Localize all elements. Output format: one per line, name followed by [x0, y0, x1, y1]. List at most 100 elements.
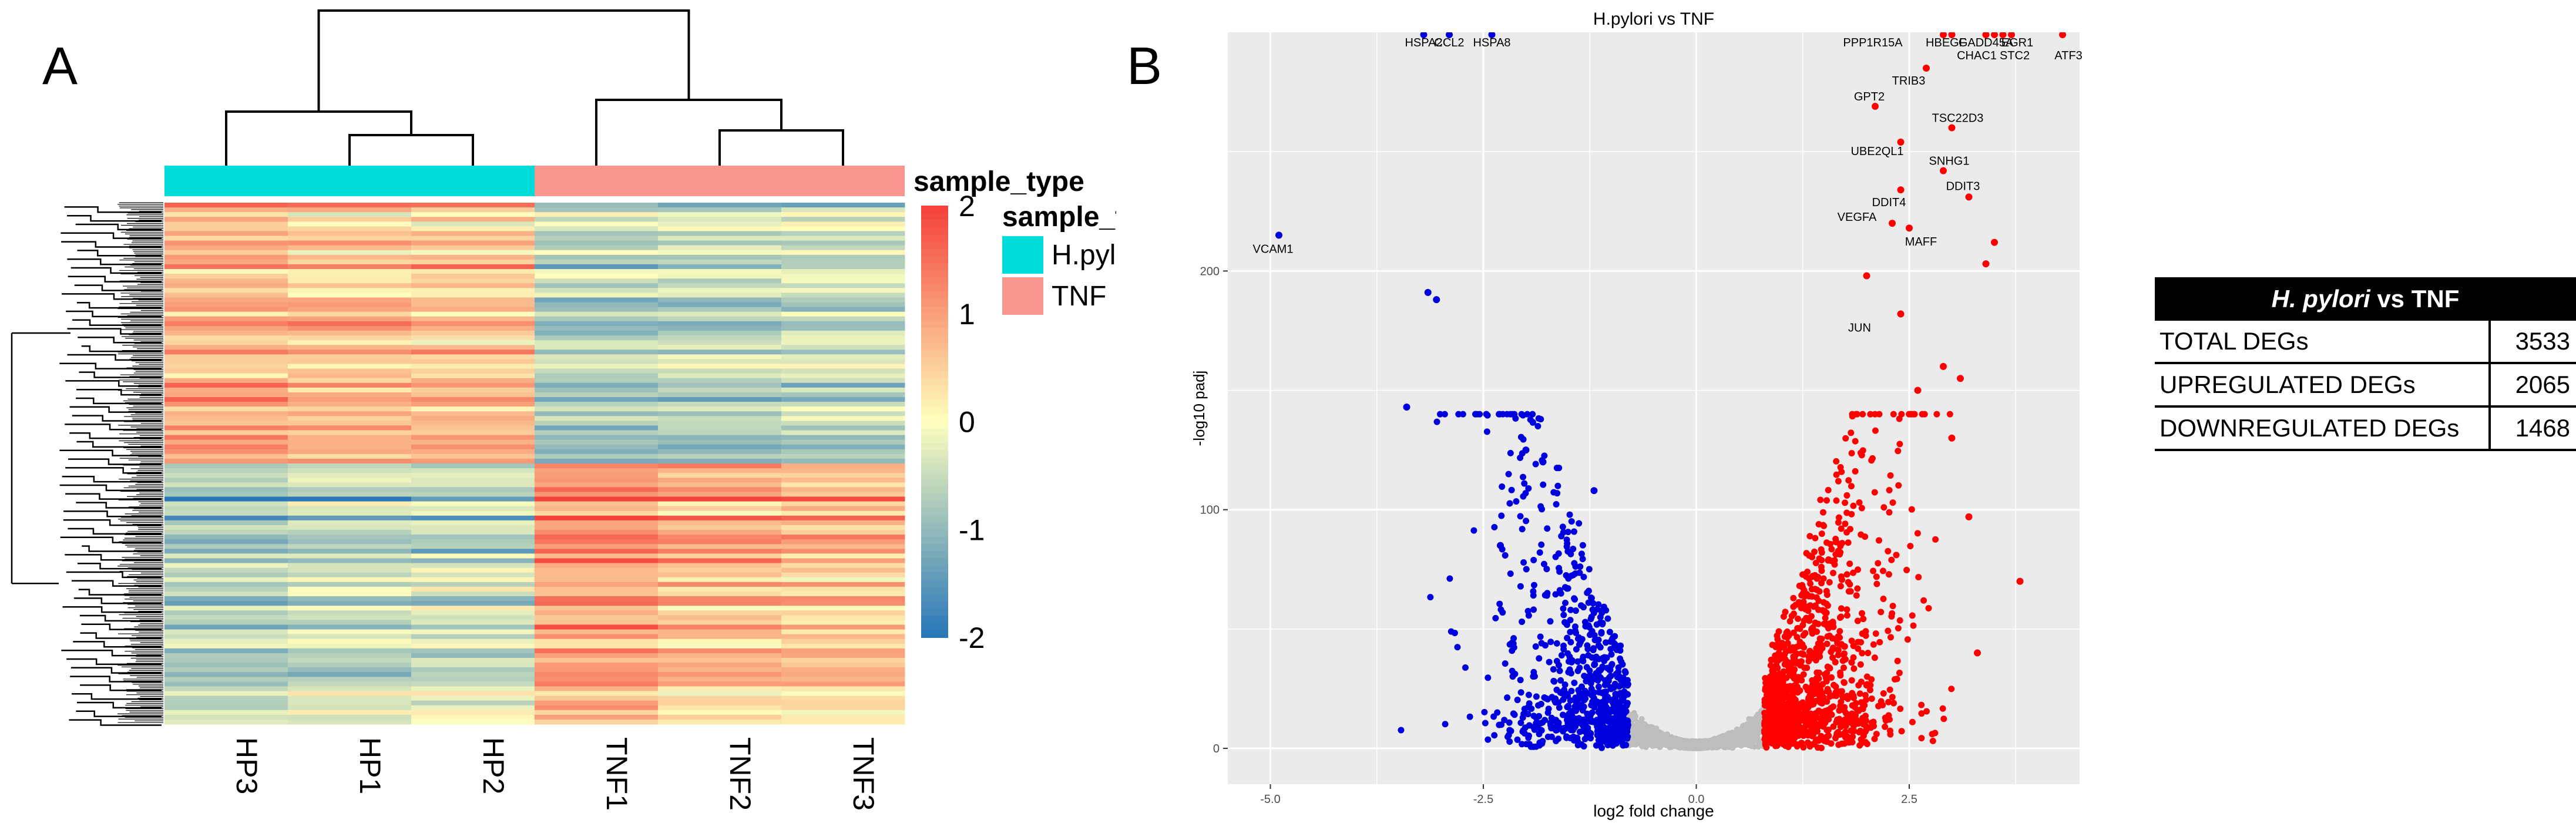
heatmap-cell — [411, 236, 535, 241]
heatmap-cell — [535, 563, 659, 569]
point-up — [1833, 688, 1841, 695]
point-up — [2016, 577, 2024, 585]
heatmap-cell — [164, 510, 288, 516]
row-dendro-branch — [65, 554, 162, 561]
heatmap-cell — [658, 648, 782, 654]
point-down — [1483, 411, 1490, 418]
point-up — [1910, 622, 1917, 629]
point-down — [1593, 742, 1600, 749]
point-down — [1502, 552, 1509, 559]
heatmap-cell — [658, 325, 782, 331]
point-up — [1885, 547, 1892, 555]
heatmap-cell — [164, 335, 288, 341]
point-down — [1556, 724, 1563, 731]
point-down — [1573, 646, 1580, 653]
gene-label: HSPA2 — [1405, 36, 1442, 49]
point-up — [1826, 665, 1833, 672]
heatmap-cell — [288, 458, 412, 464]
point-labeled — [1275, 231, 1282, 239]
point-up — [1946, 411, 1953, 418]
point-up — [1848, 677, 1855, 684]
heatmap-cell — [658, 396, 782, 402]
point-up — [1795, 723, 1802, 730]
point-up — [1896, 441, 1903, 448]
row-dendro-branch — [76, 502, 162, 509]
heatmap-cell — [658, 373, 782, 379]
heatmap-cell — [658, 264, 782, 270]
colorbar-step — [921, 450, 948, 458]
heatmap-cell — [781, 620, 905, 625]
point-labeled — [1991, 32, 1998, 39]
heatmap-cell — [658, 288, 782, 293]
point-up — [1904, 636, 1911, 643]
heatmap-cell — [658, 354, 782, 359]
point-up — [1858, 505, 1865, 512]
heatmap-cell — [164, 240, 288, 246]
panel-letter-a: A — [42, 37, 78, 96]
point-up — [1808, 613, 1815, 620]
heatmap-cell — [164, 340, 288, 345]
row-dendro-branch — [68, 527, 162, 535]
point-up — [1948, 685, 1955, 693]
heatmap-cell — [658, 368, 782, 374]
colorbar-step — [921, 399, 948, 408]
heatmap-cell — [288, 236, 412, 241]
point-up — [1808, 625, 1815, 632]
heatmap-cell — [535, 487, 659, 492]
point-up — [1845, 539, 1852, 546]
point-up — [1813, 594, 1820, 601]
heatmap-cell — [658, 307, 782, 312]
point-ns — [1700, 740, 1706, 746]
heatmap-cell — [164, 368, 288, 374]
point-down — [1576, 520, 1583, 527]
point-down — [1518, 411, 1525, 418]
point-up — [1880, 504, 1888, 511]
point-down — [1521, 480, 1528, 487]
heatmap-cell — [288, 549, 412, 554]
heatmap-cell — [164, 544, 288, 549]
heatmap-cell — [781, 719, 905, 725]
point-up — [1929, 731, 1936, 738]
point-down — [1541, 694, 1548, 701]
heatmap-cell — [535, 274, 659, 279]
point-up — [1818, 708, 1825, 715]
heatmap-cell — [535, 606, 659, 611]
point-down — [1517, 454, 1524, 461]
point-up — [1868, 457, 1875, 464]
heatmap-cell — [535, 250, 659, 256]
heatmap-cell — [781, 250, 905, 256]
colorbar-step — [921, 299, 948, 307]
point-down — [1506, 500, 1513, 507]
point-down — [1564, 529, 1571, 536]
heatmap-cell — [535, 695, 659, 701]
point-up — [1889, 603, 1896, 610]
heatmap-cell — [411, 610, 535, 616]
point-down — [1485, 674, 1492, 681]
heatmap-cell — [535, 596, 659, 602]
heatmap-cell — [535, 634, 659, 640]
point-down — [1553, 718, 1560, 725]
heatmap-cell — [658, 217, 782, 222]
heatmap-cell — [781, 700, 905, 706]
heatmap-cell — [411, 719, 535, 725]
point-up — [1889, 499, 1896, 506]
heatmap-cell — [658, 350, 782, 355]
point-up — [1803, 702, 1811, 709]
point-down — [1598, 630, 1605, 637]
heatmap-cell — [658, 558, 782, 564]
heatmap-cell — [288, 207, 412, 213]
colorbar-step — [921, 551, 948, 559]
point-up — [1784, 628, 1791, 635]
point-up — [1823, 711, 1830, 718]
heatmap-cell — [781, 473, 905, 478]
heatmap-cell — [781, 458, 905, 464]
heatmap-cell — [781, 254, 905, 260]
point-up — [1782, 656, 1789, 663]
point-up — [1806, 743, 1813, 750]
heatmap-cell — [658, 392, 782, 398]
point-up — [1895, 482, 1902, 489]
heatmap-cell — [288, 421, 412, 426]
colorbar-step — [921, 529, 948, 537]
row-dendro-branch — [59, 484, 162, 492]
heatmap-cell — [535, 691, 659, 697]
